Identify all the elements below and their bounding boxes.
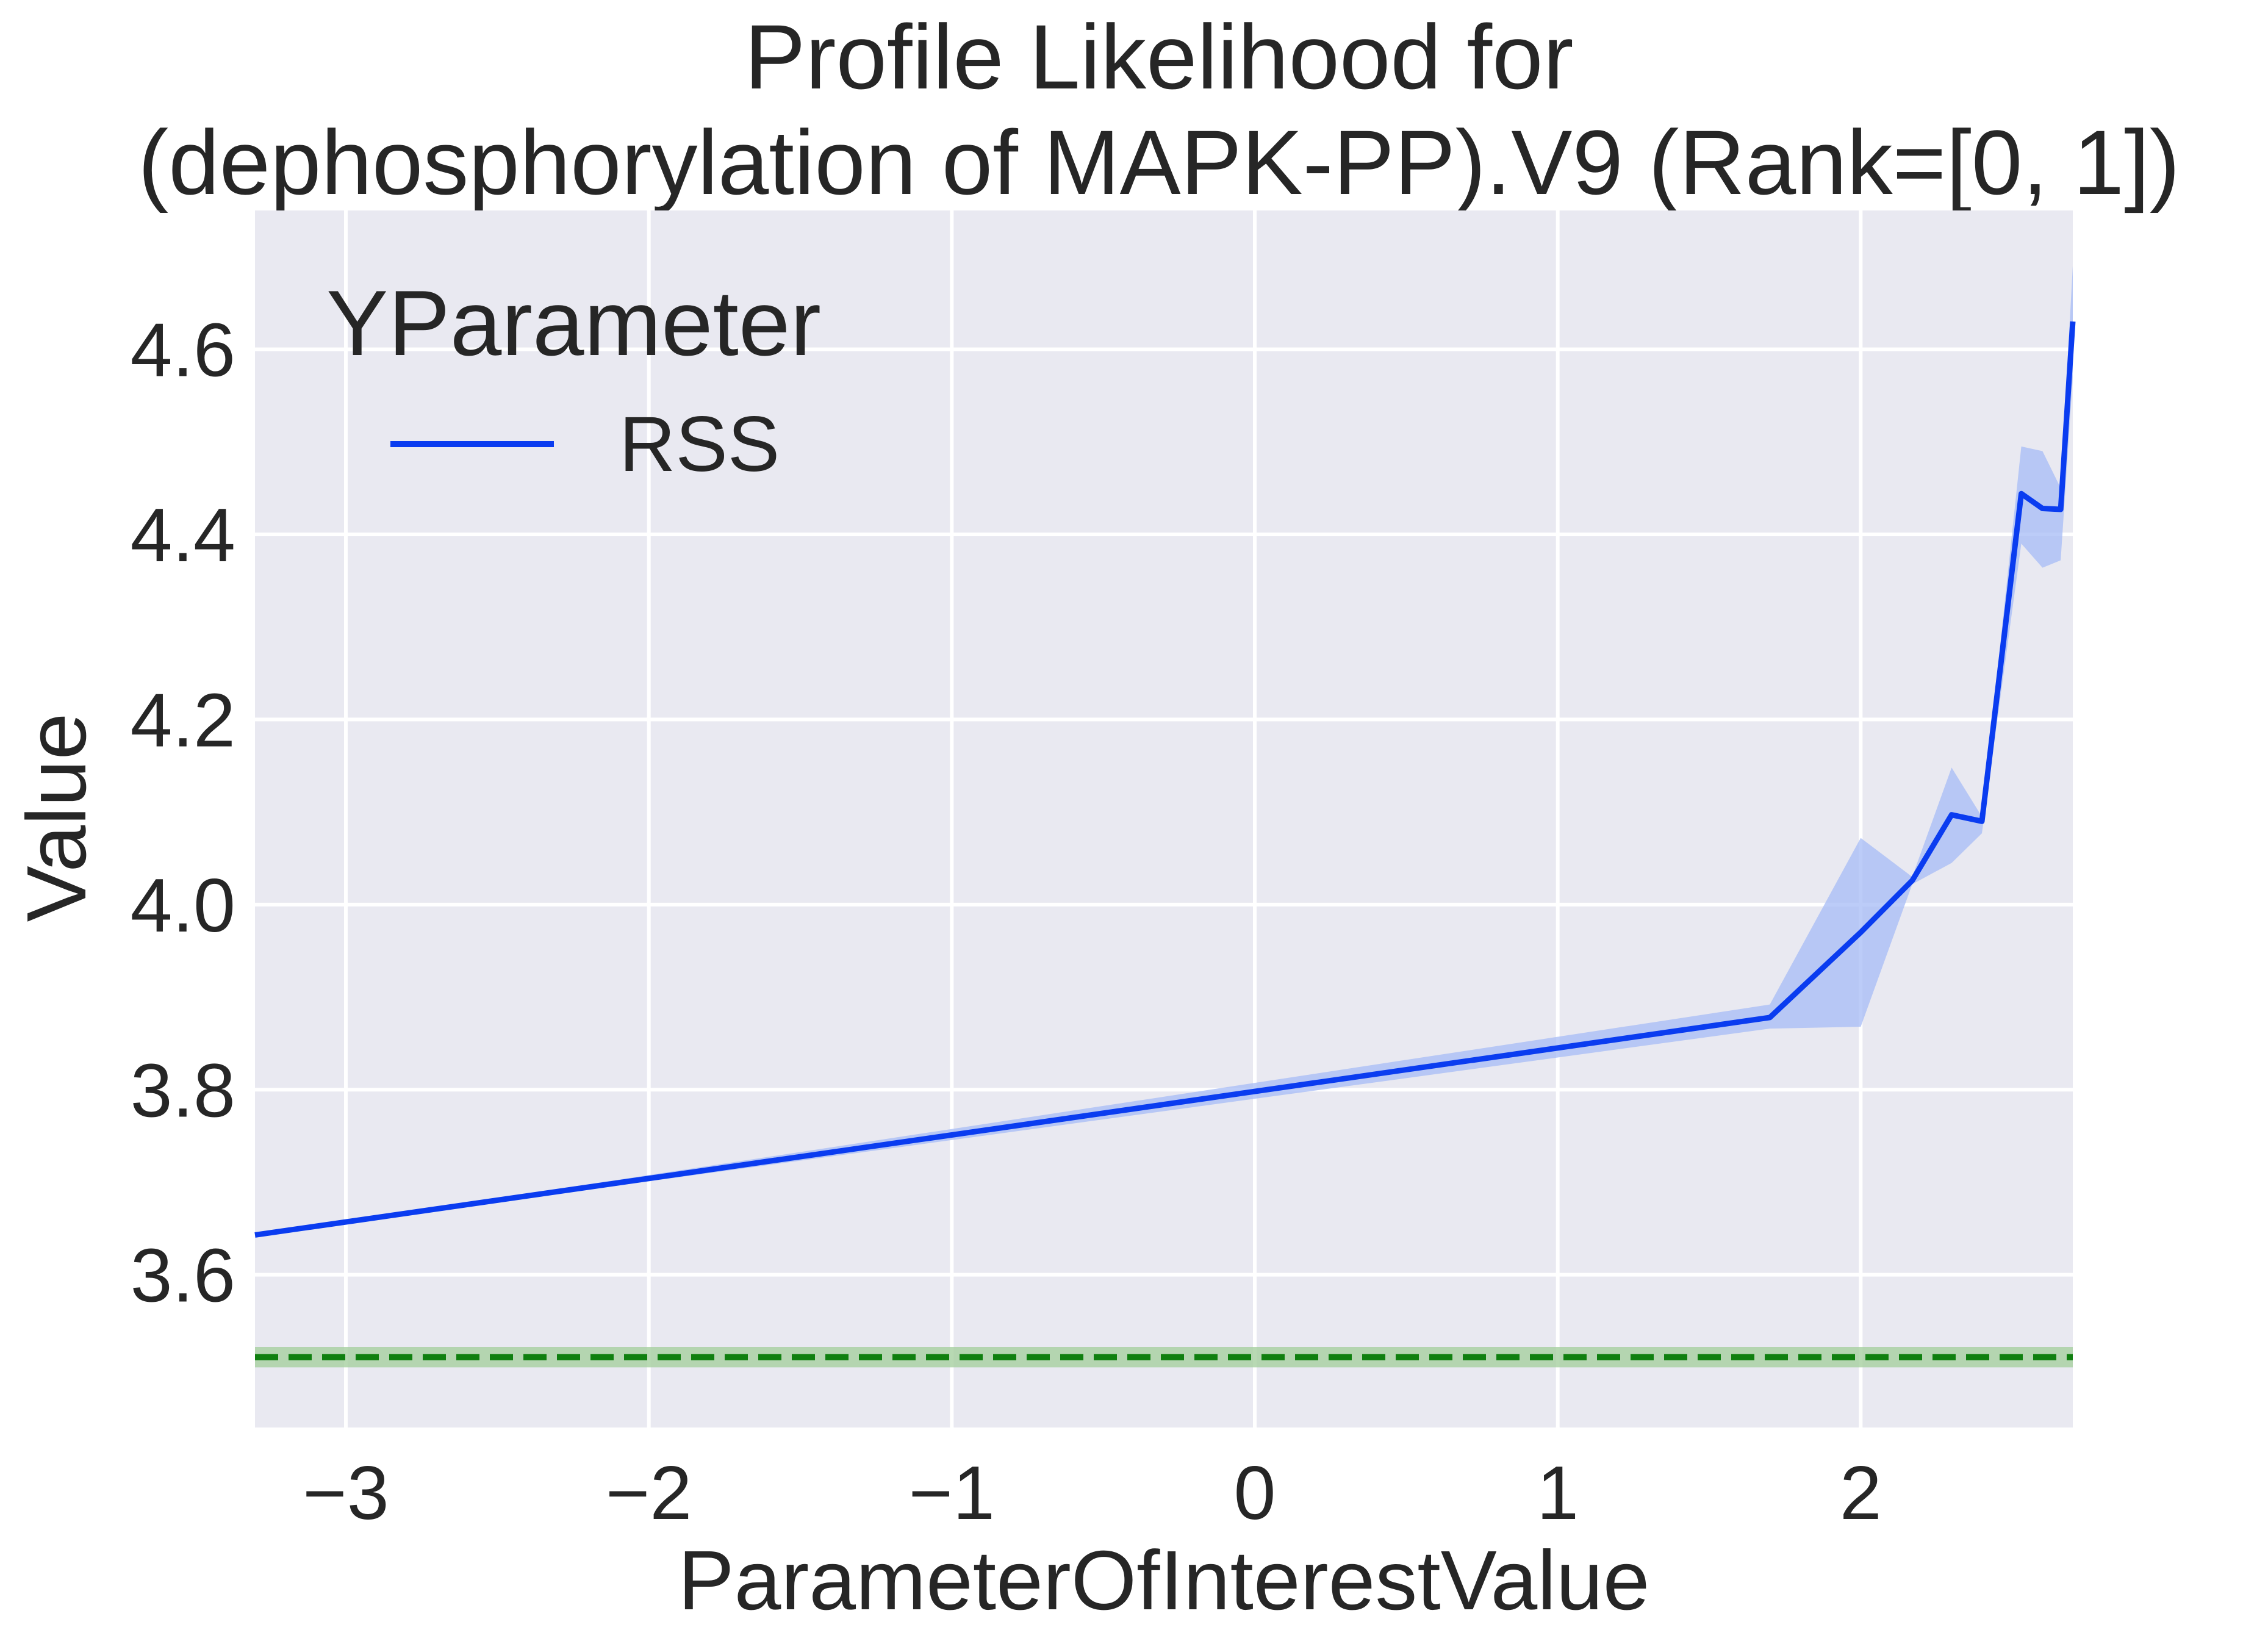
y-axis-label: Value: [10, 713, 104, 922]
x-tick-label: −2: [606, 1451, 692, 1535]
chart-title-line-2: (dephosphorylation of MAPK-PP).V9 (Rank=…: [138, 111, 2180, 214]
y-tick-label: 4.4: [131, 494, 235, 578]
x-tick-label: −3: [303, 1451, 389, 1535]
y-tick-label: 3.8: [131, 1049, 235, 1133]
y-tick-label: 4.2: [131, 678, 235, 763]
y-tick-label: 4.0: [131, 864, 235, 948]
x-axis-label: ParameterOfInterestValue: [678, 1534, 1650, 1628]
x-axis-ticks: −3 −2 −1 0 1 2: [303, 1451, 1882, 1535]
x-tick-label: −1: [909, 1451, 995, 1535]
y-tick-label: 3.6: [131, 1234, 235, 1318]
chart-title-line-1: Profile Likelihood for: [744, 5, 1573, 108]
rss-series-line: [254, 321, 2076, 1238]
legend: YParameter RSS: [326, 271, 821, 488]
y-tick-label: 4.6: [131, 309, 235, 393]
x-tick-label: 1: [1537, 1451, 1579, 1535]
plot-area: [255, 210, 2073, 1427]
legend-title: YParameter: [326, 271, 821, 375]
x-tick-label: 2: [1840, 1451, 1882, 1535]
grid-lines: [255, 210, 2073, 1427]
x-tick-label: 0: [1234, 1451, 1276, 1535]
legend-rss-label: RSS: [619, 401, 780, 488]
y-axis-ticks: 3.6 3.8 4.0 4.2 4.4 4.6: [131, 309, 235, 1318]
